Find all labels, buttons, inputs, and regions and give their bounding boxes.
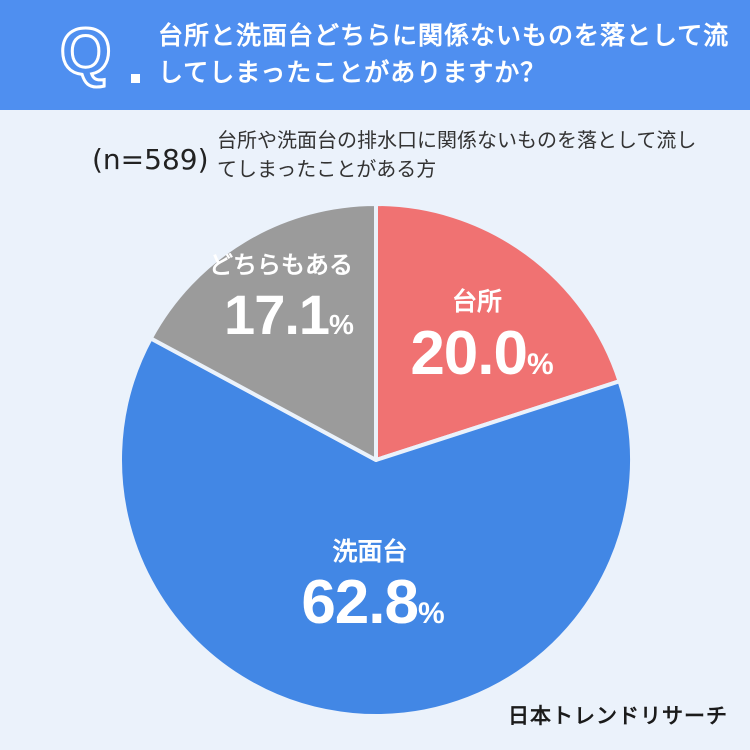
value-washbasin: 62.8%: [301, 567, 444, 638]
slice-label-washbasin: 洗面台: [332, 537, 408, 566]
slice-value-kitchen: 20.0: [410, 319, 528, 388]
label-washbasin: 洗面台: [332, 532, 407, 568]
slice-label-kitchen: 台所: [451, 287, 503, 316]
slice-value-both: 17.1: [224, 283, 330, 346]
slice-unit-kitchen: %: [526, 348, 554, 381]
q-icon: Q: [58, 14, 112, 88]
label-kitchen: 台所: [452, 282, 502, 318]
question-text: 台所と洗面台どちらに関係ないものを落として流してしまったことがありますか？: [158, 21, 730, 87]
value-both: 17.1%: [224, 282, 354, 347]
pie-slice-both: [148, 202, 378, 462]
label-both: どちらもある: [209, 245, 353, 280]
pie-slice-washbasin: [118, 336, 634, 718]
slice-unit-washbasin: %: [417, 597, 445, 630]
slice-value-washbasin: 62.8: [301, 568, 419, 637]
question-banner: Q 台所と洗面台どちらに関係ないものを落として流してしまったことがありますか？: [0, 0, 750, 110]
brand-logo: 日本トレンドリサーチ: [508, 704, 728, 728]
q-dot-icon: [131, 74, 140, 83]
sample-size: (n=589): [92, 143, 209, 176]
value-kitchen: 20.0%: [410, 318, 553, 389]
slice-unit-both: %: [329, 309, 354, 340]
pie-slice-kitchen: [374, 202, 622, 462]
chart-subtitle: 台所や洗面台の排水口に関係ないものを落として流してしまったことがある方: [217, 128, 697, 181]
slice-label-both: どちらもある: [209, 251, 353, 279]
